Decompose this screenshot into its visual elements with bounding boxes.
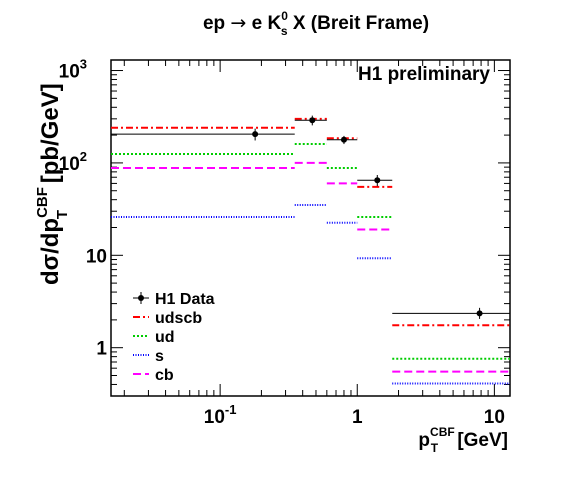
data-point [392, 307, 510, 319]
y-tick-label-exp: 3 [80, 57, 87, 72]
axis-ticks [111, 60, 510, 397]
legend-item-ud: ud [133, 329, 175, 346]
legend-label: ud [155, 329, 175, 346]
title-post: X (Breit Frame) [288, 13, 429, 34]
legend-item-udscb: udscb [133, 310, 202, 327]
plot-frame [110, 59, 511, 397]
y-tick-label-base: 1 [96, 339, 107, 360]
ylabel-main: dσ/dp [37, 218, 64, 285]
legend-item-s: s [133, 348, 164, 365]
title-mid: e K [246, 13, 281, 34]
x-tick-labels: 10-1 1 10 [204, 402, 505, 428]
xlabel-sub: T [431, 441, 439, 455]
title-sub: s [281, 24, 288, 38]
data-point [111, 128, 295, 141]
model-steps [111, 117, 510, 385]
y-tick-label-base: 10 [86, 246, 107, 267]
xlabel-unit: [GeV] [452, 430, 508, 451]
point-marker [340, 136, 347, 143]
annotation: H1 preliminary [358, 64, 490, 85]
point-marker [252, 131, 259, 138]
data-point [294, 115, 327, 126]
xlabel-main: p [418, 430, 430, 451]
legend-label: H1 Data [155, 291, 215, 308]
y-tick-label-base: 10 [59, 154, 80, 175]
x-tick-label: 10 [484, 407, 505, 428]
xlabel-sup: CBF [430, 425, 455, 439]
y-tick-label: 10 [86, 246, 107, 267]
x-tick-label-base: 1 [352, 407, 363, 428]
x-tick-label-exp: -1 [225, 402, 237, 417]
x-tick-label-base: 10 [484, 407, 505, 428]
point-marker [476, 310, 483, 317]
title-sup: 0 [281, 9, 288, 23]
x-axis-label: pCBF T [GeV] [418, 425, 508, 455]
chart-title: ep → e K0 s X (Breit Frame) [203, 9, 429, 38]
ylabel-sup: CBF [34, 187, 51, 218]
title-pre: ep [203, 13, 230, 34]
data-point [357, 174, 393, 187]
y-tick-label-base: 10 [59, 62, 80, 83]
point-marker [374, 177, 381, 184]
legend-label: cb [155, 367, 174, 384]
point-marker [309, 117, 316, 124]
ylabel-unit: [pb/GeV] [37, 83, 64, 190]
legend-marker [138, 295, 144, 301]
x-tick-label: 10-1 [204, 402, 237, 428]
data-points [111, 115, 510, 319]
y-tick-label: 103 [59, 57, 87, 83]
y-axis-label: dσ/dpCBF T [pb/GeV] [34, 83, 71, 285]
y-tick-label: 102 [59, 149, 87, 175]
data-point [326, 135, 358, 145]
y-tick-label: 1 [96, 339, 107, 360]
legend-item-data: H1 Data [133, 291, 215, 308]
ylabel-sub: T [54, 210, 71, 219]
x-tick-label-base: 10 [204, 407, 225, 428]
legend-item-cb: cb [133, 367, 174, 384]
title-arrow: → [230, 12, 246, 34]
legend-label: udscb [155, 310, 202, 327]
x-tick-label: 1 [352, 407, 363, 428]
y-tick-label-exp: 2 [80, 149, 87, 164]
legend-label: s [155, 348, 164, 365]
